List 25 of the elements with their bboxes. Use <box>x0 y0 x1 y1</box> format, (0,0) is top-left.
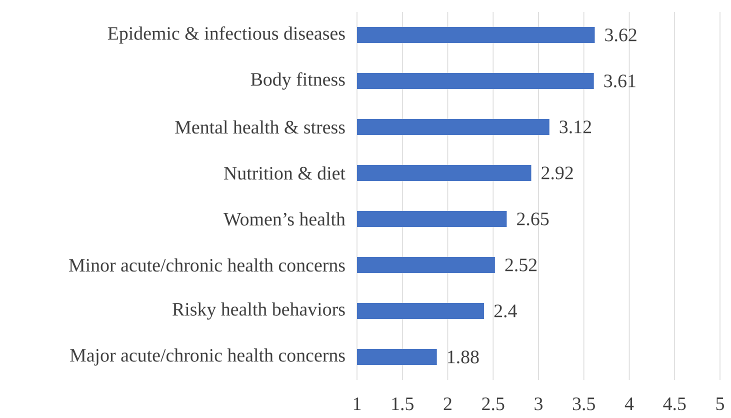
y-tick-label: Risky health behaviors <box>172 302 345 320</box>
y-tick-label: Women’s health <box>223 212 346 226</box>
x-tick-label: 3 <box>534 398 542 410</box>
data-label: 3.62 <box>605 28 636 42</box>
y-tick-label: Nutrition & diet <box>224 166 346 180</box>
x-tick-label: 1 <box>354 398 361 410</box>
data-label: 2.65 <box>517 212 549 226</box>
x-tick-label: 2 <box>444 398 452 410</box>
y-tick-label: Body fitness <box>250 72 345 90</box>
x-tick-label: 5 <box>716 398 724 410</box>
x-tick-label: 4 <box>624 398 634 410</box>
x-tick-label: 2.5 <box>482 398 504 410</box>
y-tick-label: Minor acute/chronic health concerns <box>69 258 345 272</box>
data-label: 2.92 <box>542 166 573 180</box>
y-tick-label: Epidemic & infectious diseases <box>108 26 345 44</box>
x-tick-label: 1.5 <box>392 398 414 410</box>
data-label: 3.61 <box>604 74 636 88</box>
y-tick-label: Mental health & stress <box>175 120 345 134</box>
data-label: 2.52 <box>505 258 537 272</box>
y-tick-label: Major acute/chronic health concerns <box>70 348 345 366</box>
data-label: 1.88 <box>448 350 479 364</box>
x-tick-label: 3.5 <box>572 398 595 410</box>
data-label: 3.12 <box>560 120 591 134</box>
data-label: 2.4 <box>494 304 517 318</box>
x-tick-label: 4.5 <box>663 398 686 410</box>
